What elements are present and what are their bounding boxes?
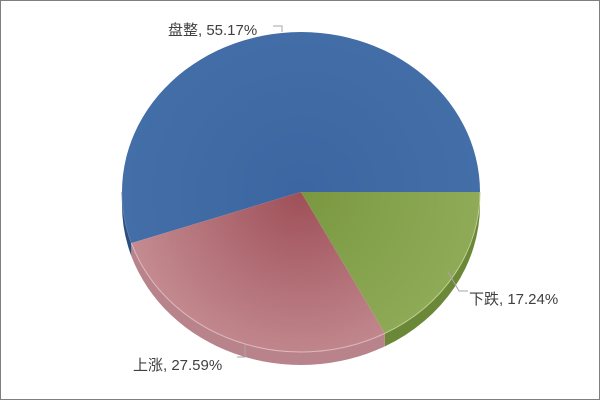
leader-lines [237, 25, 468, 358]
pie-slice-xiadie [301, 192, 480, 334]
pie-slice-shangzhang [131, 192, 385, 353]
pie-side-walls [121, 192, 480, 366]
pie-side-shangzhang [131, 243, 385, 366]
pie-rim-line-panzheng [121, 191, 132, 244]
pie-rim-highlights [121, 191, 481, 353]
pie-slice-panzheng [121, 32, 481, 244]
pie-rim-line-xiadie [384, 191, 481, 334]
slice-label-shangzhang: 上涨, 27.59% [133, 357, 223, 374]
pie-side-xiadie [384, 192, 480, 347]
leader-line-shangzhang [237, 345, 246, 358]
leader-line-panzheng [273, 25, 283, 32]
pie-side-panzheng [121, 192, 132, 257]
slice-label-panzheng: 盘整, 55.17% [168, 22, 258, 39]
pie-faces [121, 32, 481, 353]
leader-line-xiadie [447, 271, 468, 292]
pie-rim-line-shangzhang [130, 242, 386, 353]
slice-label-xiadie: 下跌, 17.24% [469, 291, 559, 308]
